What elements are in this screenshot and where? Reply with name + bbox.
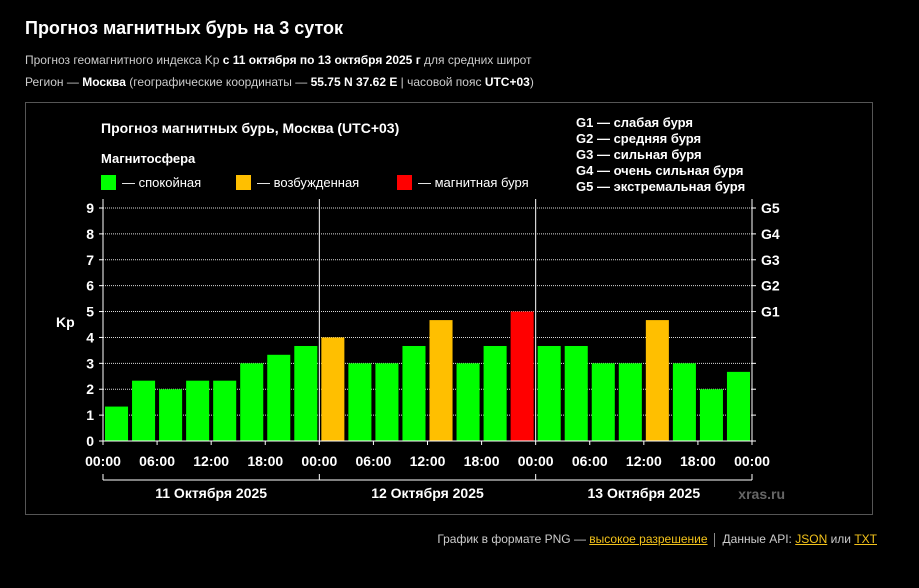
y-tick-label: 3 [86,355,94,371]
legend: — спокойная — возбужденная — магнитная бур… [101,175,529,190]
x-tick-label: 12:00 [410,453,446,469]
g-scale-label: G5 [761,200,780,216]
region-mid2: | часовой пояс [397,75,485,89]
region-info: Регион — Москва (географические координа… [25,75,534,89]
kp-bar [186,380,210,441]
g-scale-label: G2 [761,278,780,294]
x-tick-label: 18:00 [464,453,500,469]
kp-bar [672,363,696,441]
png-text: График в формате PNG — [437,532,590,546]
x-tick-label: 18:00 [680,453,716,469]
x-tick-label: 06:00 [572,453,608,469]
region-city: Москва [82,75,126,89]
kp-bar [645,320,669,441]
page-title: Прогноз магнитных бурь на 3 суток [25,18,344,38]
kp-bar [375,363,399,441]
kp-bar [213,380,237,441]
kp-bar [321,337,345,441]
watermark: xras.ru [738,486,785,502]
x-tick-label: 06:00 [356,453,392,469]
region-mid: (географические координаты — [125,75,311,89]
g-scale-label: G1 [761,304,780,320]
y-tick-label: 5 [86,304,94,320]
txt-link[interactable]: TXT [854,532,877,546]
storm-scale-item: G2 — средняя буря [576,131,701,146]
g-scale-label: G4 [761,226,780,242]
x-tick-label: 00:00 [518,453,554,469]
kp-bar [510,311,534,441]
g-scale-label: G3 [761,252,780,268]
y-axis-label: Kp [56,314,75,330]
kp-bar [294,345,318,441]
kp-bar [105,406,129,441]
legend-title: Магнитосфера [101,151,196,166]
day-label: 12 Октября 2025 [371,485,484,501]
forecast-description-pre: Прогноз геомагнитного индекса Kp [25,53,220,67]
y-tick-label: 1 [86,407,94,423]
kp-bar [159,389,183,441]
forecast-description-post: для средних широт [420,53,532,67]
kp-bar [483,345,507,441]
legend-swatch-1 [236,175,251,190]
kp-bar [726,371,750,441]
kp-bar [618,363,642,441]
storm-scale-item: G1 — слабая буря [576,115,693,130]
x-tick-label: 12:00 [626,453,662,469]
legend-swatch-2 [397,175,412,190]
day-label: 13 Октября 2025 [588,485,701,501]
grid [103,199,752,441]
x-tick-label: 12:00 [193,453,229,469]
json-link[interactable]: JSON [795,532,828,546]
y-tick-label: 8 [86,226,94,242]
legend-swatch-0 [101,175,116,190]
high-res-link[interactable]: высокое разрешение [589,532,708,546]
kp-bar [429,320,453,441]
kp-bar [699,389,723,441]
region-post: ) [529,75,534,89]
y-tick-label: 2 [86,381,94,397]
x-tick-label: 06:00 [139,453,175,469]
day-label: 11 Октября 2025 [155,485,267,501]
kp-bar [591,363,615,441]
region-pre: Регион — [25,75,83,89]
api-text: Данные API: [722,532,796,546]
y-tick-label: 4 [86,329,94,345]
axes: 0 1 2 3 4 5 6 7 8 9 G1 G2 G3 G4 G5 00:00 06:00 12:00 18:00… [85,199,780,501]
kp-bar [267,354,291,441]
x-tick-label: 00:00 [85,453,121,469]
footer-divider [713,532,715,547]
x-tick-label: 00:00 [301,453,337,469]
bars [105,311,750,441]
storm-scale-item: G3 — сильная буря [576,147,702,162]
chart-title: Прогноз магнитных бурь, Москва (UTC+03) [101,120,399,136]
y-tick-label: 6 [86,278,94,294]
chart-frame [25,102,873,515]
region-timezone: UTC+03 [484,75,530,89]
legend-label-0: — спокойная [122,175,201,190]
storm-scale-item: G5 — экстремальная буря [576,179,745,194]
forecast-date-range: с 11 октября по 13 октября 2025 г [219,53,421,67]
y-tick-label: 0 [86,433,94,449]
region-coords: 55.75 N 37.62 E [310,75,398,89]
kp-bar [537,345,561,441]
x-tick-label: 00:00 [734,453,770,469]
x-tick-label: 18:00 [247,453,283,469]
y-tick-label: 7 [86,252,94,268]
kp-bar [456,363,480,441]
or-text: или [827,532,855,546]
legend-label-2: — магнитная буря [418,175,529,190]
kp-bar [402,345,426,441]
kp-forecast-chart: Прогноз магнитных бурь, Москва (UTC+03) … [56,115,785,502]
storm-scale-item: G4 — очень сильная буря [576,163,743,178]
kp-bar [132,380,156,441]
forecast-description: Прогноз геомагнитного индекса Kp с 11 ок… [25,53,532,67]
legend-label-1: — возбужденная [257,175,359,190]
y-tick-label: 9 [86,200,94,216]
footer: График в формате PNG — высокое разрешени… [437,532,877,547]
kp-bar [240,363,264,441]
kp-bar [564,345,588,441]
kp-bar [348,363,372,441]
